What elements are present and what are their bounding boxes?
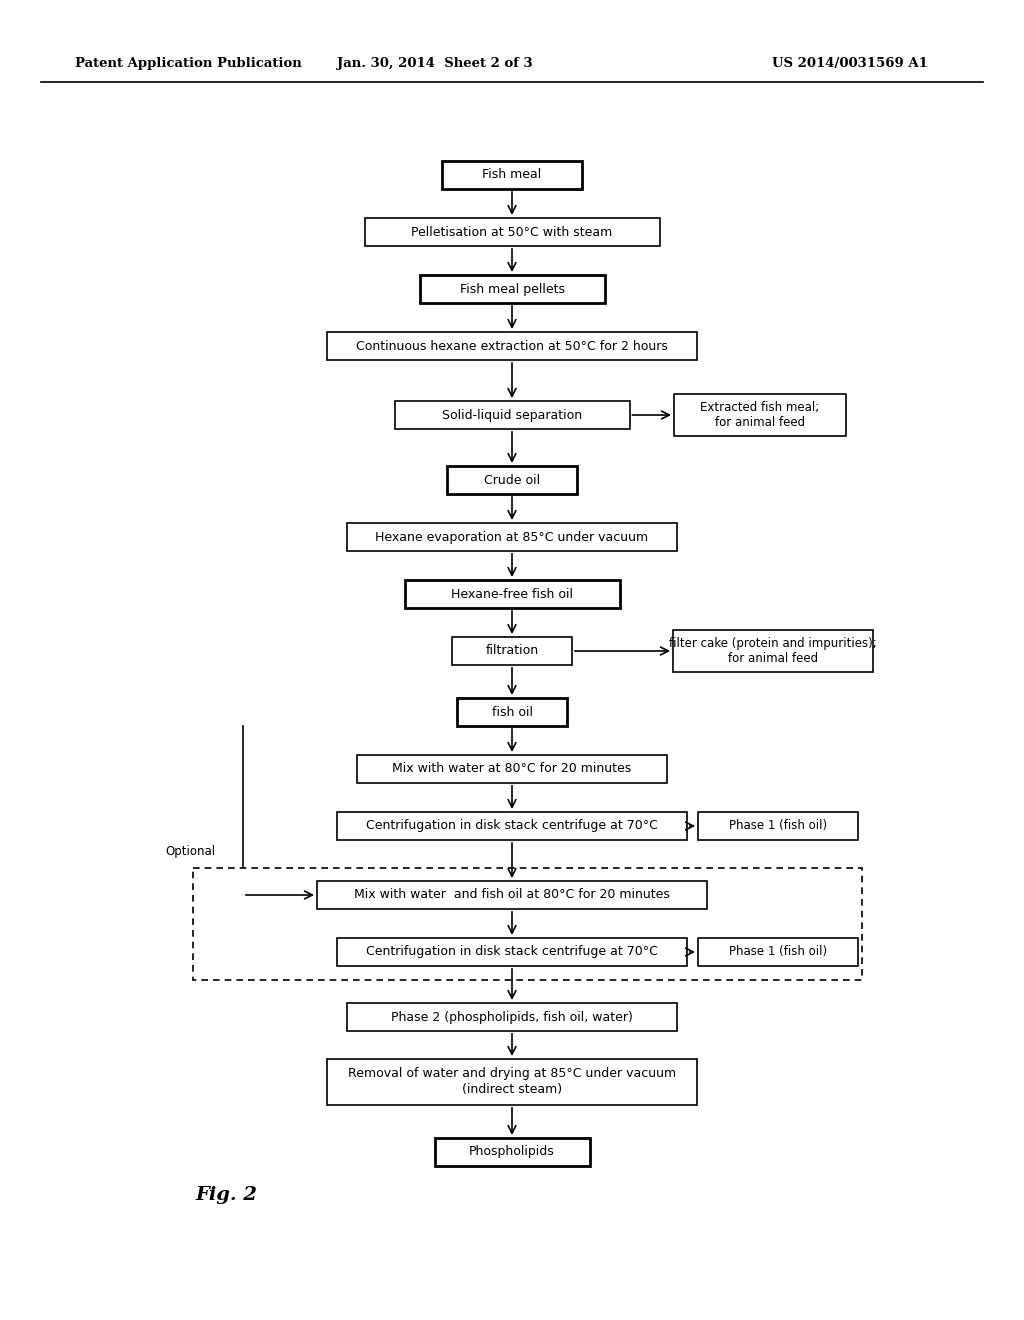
- Text: Solid-liquid separation: Solid-liquid separation: [442, 408, 582, 421]
- Bar: [698, 812, 858, 840]
- Text: fish oil: fish oil: [492, 705, 532, 718]
- Bar: [193, 869, 862, 979]
- Text: US 2014/0031569 A1: US 2014/0031569 A1: [772, 57, 928, 70]
- Bar: [365, 218, 659, 246]
- Bar: [452, 638, 572, 665]
- Bar: [457, 698, 567, 726]
- Text: Hexane-free fish oil: Hexane-free fish oil: [451, 587, 573, 601]
- Bar: [420, 275, 604, 304]
- Bar: [347, 523, 677, 550]
- Text: Patent Application Publication: Patent Application Publication: [75, 57, 302, 70]
- Text: Phospholipids: Phospholipids: [469, 1146, 555, 1159]
- Text: Phase 1 (fish oil): Phase 1 (fish oil): [729, 945, 827, 958]
- Bar: [327, 333, 697, 360]
- Bar: [327, 1059, 697, 1105]
- Text: Jan. 30, 2014  Sheet 2 of 3: Jan. 30, 2014 Sheet 2 of 3: [337, 57, 532, 70]
- Bar: [447, 466, 577, 494]
- Text: Centrifugation in disk stack centrifuge at 70°C: Centrifugation in disk stack centrifuge …: [366, 945, 658, 958]
- Text: Fish meal pellets: Fish meal pellets: [460, 282, 564, 296]
- Text: Pelletisation at 50°C with steam: Pelletisation at 50°C with steam: [412, 226, 612, 239]
- Text: Phase 2 (phospholipids, fish oil, water): Phase 2 (phospholipids, fish oil, water): [391, 1011, 633, 1023]
- Bar: [347, 1003, 677, 1031]
- Text: Mix with water  and fish oil at 80°C for 20 minutes: Mix with water and fish oil at 80°C for …: [354, 888, 670, 902]
- Text: filtration: filtration: [485, 644, 539, 657]
- Text: Mix with water at 80°C for 20 minutes: Mix with water at 80°C for 20 minutes: [392, 763, 632, 776]
- Bar: [698, 939, 858, 966]
- Text: Centrifugation in disk stack centrifuge at 70°C: Centrifugation in disk stack centrifuge …: [366, 820, 658, 833]
- Bar: [394, 401, 630, 429]
- Text: Extracted fish meal;
for animal feed: Extracted fish meal; for animal feed: [700, 400, 819, 429]
- Text: Fish meal: Fish meal: [482, 169, 542, 181]
- Text: Optional: Optional: [165, 845, 215, 858]
- Text: Continuous hexane extraction at 50°C for 2 hours: Continuous hexane extraction at 50°C for…: [356, 339, 668, 352]
- Bar: [674, 393, 846, 436]
- Bar: [357, 755, 667, 783]
- Bar: [337, 939, 687, 966]
- Bar: [404, 579, 620, 609]
- Bar: [434, 1138, 590, 1166]
- Text: filter cake (protein and impurities);
for animal feed: filter cake (protein and impurities); fo…: [669, 636, 877, 665]
- Text: Fig. 2: Fig. 2: [195, 1185, 257, 1204]
- Bar: [317, 880, 707, 909]
- Text: Removal of water and drying at 85°C under vacuum
(indirect steam): Removal of water and drying at 85°C unde…: [348, 1068, 676, 1097]
- Bar: [337, 812, 687, 840]
- Text: Hexane evaporation at 85°C under vacuum: Hexane evaporation at 85°C under vacuum: [376, 531, 648, 544]
- Text: Phase 1 (fish oil): Phase 1 (fish oil): [729, 820, 827, 833]
- Bar: [673, 630, 873, 672]
- Bar: [442, 161, 582, 189]
- Text: Crude oil: Crude oil: [484, 474, 540, 487]
